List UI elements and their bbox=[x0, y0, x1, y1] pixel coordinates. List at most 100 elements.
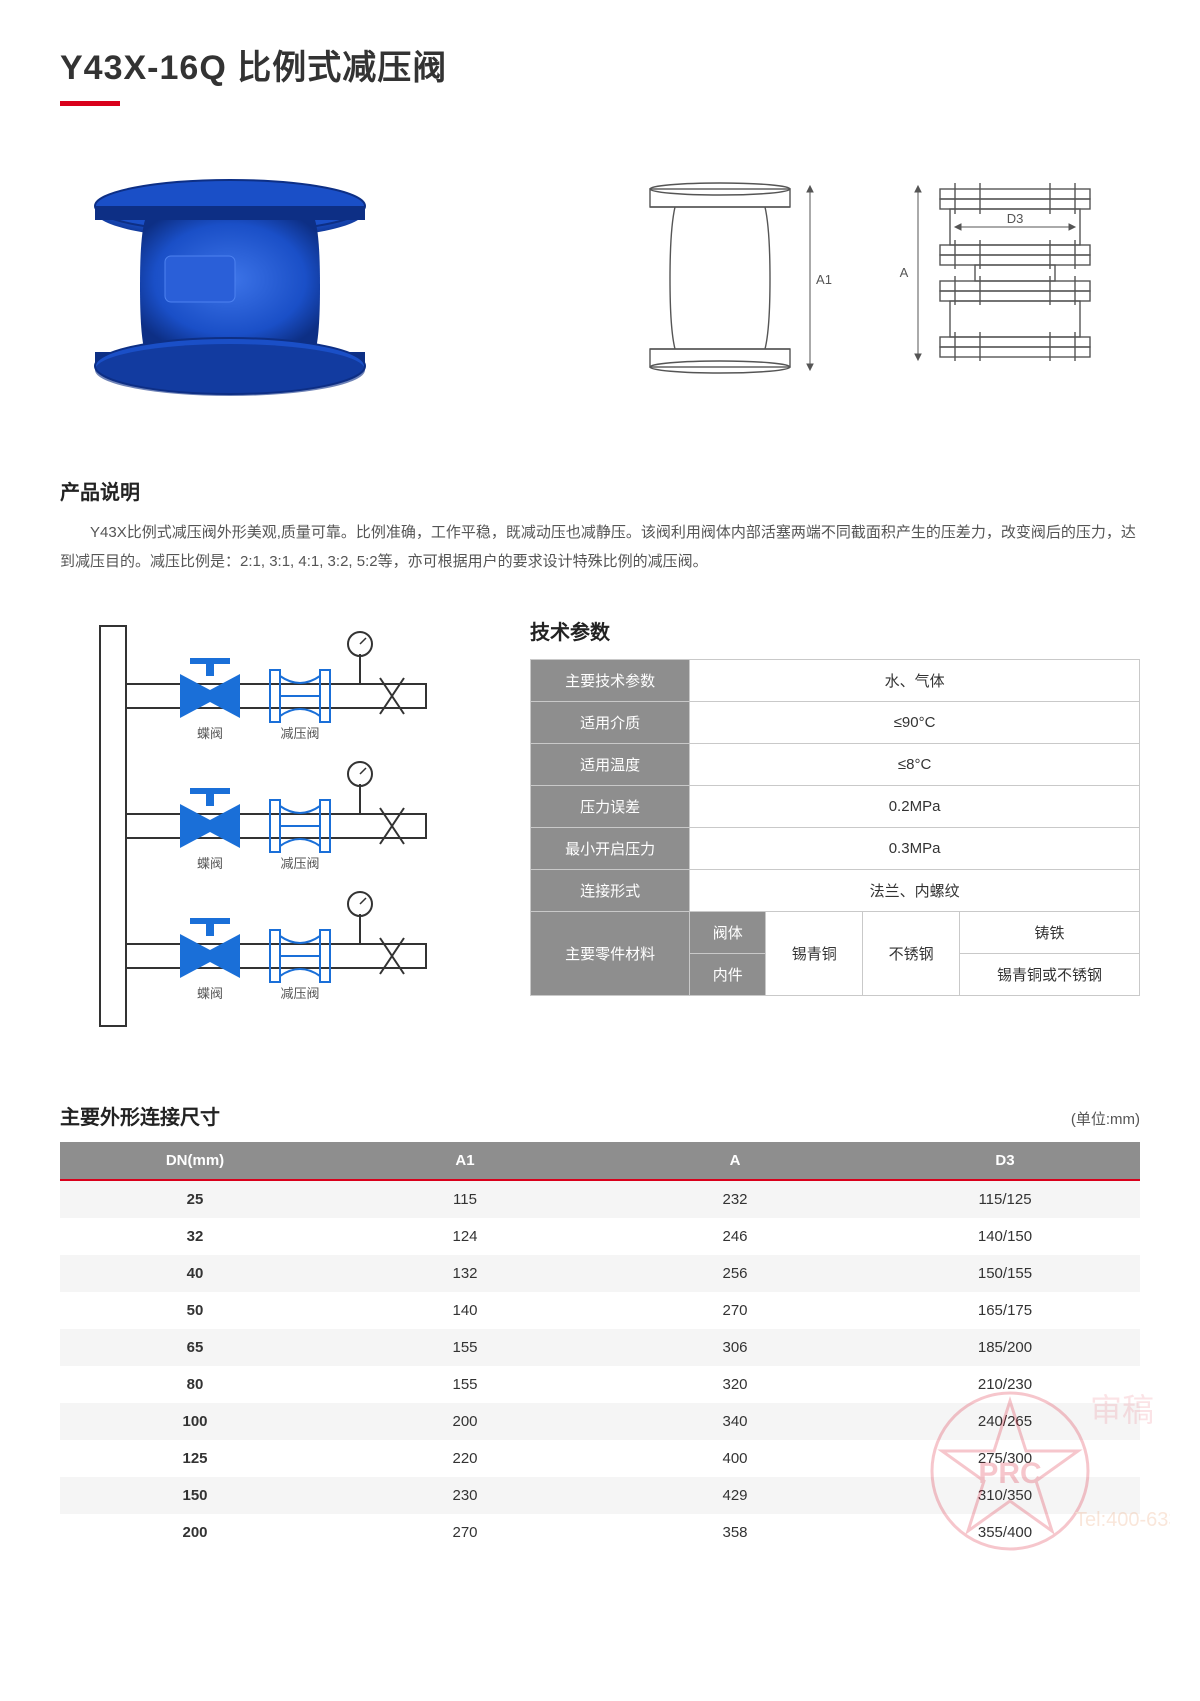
table-row: 100200340240/265 bbox=[60, 1403, 1140, 1440]
dim-cell: 155 bbox=[330, 1366, 600, 1403]
install-diagram: 蝶阀减压阀蝶阀减压阀蝶阀减压阀 bbox=[60, 616, 480, 1041]
dim-cell: 115/125 bbox=[870, 1180, 1140, 1218]
dim-cell: 256 bbox=[600, 1255, 870, 1292]
dim-cell: 246 bbox=[600, 1218, 870, 1255]
table-row: 65155306185/200 bbox=[60, 1329, 1140, 1366]
tech-row-value: ≤90°C bbox=[690, 702, 1140, 744]
svg-text:蝶阀: 蝶阀 bbox=[197, 726, 223, 741]
label-a: A bbox=[900, 265, 909, 280]
dim-cell: 340 bbox=[600, 1403, 870, 1440]
dim-cell: 310/350 bbox=[870, 1477, 1140, 1514]
svg-text:蝶阀: 蝶阀 bbox=[197, 986, 223, 1001]
dim-table: DN(mm)A1AD3 25115232115/12532124246140/1… bbox=[60, 1142, 1140, 1551]
dim-cell: 50 bbox=[60, 1292, 330, 1329]
svg-text:减压阀: 减压阀 bbox=[280, 726, 319, 741]
tech-body-val: 锡青铜 bbox=[766, 912, 863, 996]
label-a1: A1 bbox=[816, 272, 832, 287]
unit-label: (单位:mm) bbox=[1071, 1108, 1140, 1129]
dim-cell: 150/155 bbox=[870, 1255, 1140, 1292]
dim-cell: 240/265 bbox=[870, 1403, 1140, 1440]
section-description: 产品说明 Y43X比例式减压阀外形美观,质量可靠。比例准确，工作平稳，既减动压也… bbox=[60, 476, 1140, 576]
tech-body-val: 铸铁 bbox=[960, 912, 1140, 954]
dim-title: 主要外形连接尺寸 bbox=[60, 1101, 220, 1130]
dim-cell: 185/200 bbox=[870, 1329, 1140, 1366]
dim-cell: 200 bbox=[60, 1514, 330, 1551]
title-block: Y43X-16Q 比例式减压阀 bbox=[60, 40, 1140, 106]
tech-inner-val: 锡青铜或不锈钢 bbox=[960, 954, 1140, 996]
mid-row: 蝶阀减压阀蝶阀减压阀蝶阀减压阀 技术参数 主要技术参数水、气体适用介质≤90°C… bbox=[60, 616, 1140, 1041]
table-row: 200270358355/400 bbox=[60, 1514, 1140, 1551]
tech-row-label: 适用介质 bbox=[531, 702, 690, 744]
tech-row-value: 0.3MPa bbox=[690, 828, 1140, 870]
hero-diagrams: A1 bbox=[440, 169, 1140, 404]
page-title: Y43X-16Q 比例式减压阀 bbox=[60, 40, 1140, 89]
label-d3: D3 bbox=[1007, 211, 1024, 226]
dim-cell: 270 bbox=[330, 1514, 600, 1551]
tech-body-label: 阀体 bbox=[690, 912, 766, 954]
dim-col-header: D3 bbox=[870, 1142, 1140, 1180]
tech-row-value: 水、气体 bbox=[690, 660, 1140, 702]
svg-text:减压阀: 减压阀 bbox=[280, 856, 319, 871]
hero-row: A1 bbox=[60, 156, 1140, 416]
dim-cell: 124 bbox=[330, 1218, 600, 1255]
dim-cell: 429 bbox=[600, 1477, 870, 1514]
dim-cell: 132 bbox=[330, 1255, 600, 1292]
tech-row-value: 0.2MPa bbox=[690, 786, 1140, 828]
dim-cell: 140 bbox=[330, 1292, 600, 1329]
dim-cell: 140/150 bbox=[870, 1218, 1140, 1255]
dim-cell: 32 bbox=[60, 1218, 330, 1255]
dim-cell: 230 bbox=[330, 1477, 600, 1514]
dim-cell: 115 bbox=[330, 1180, 600, 1218]
table-row: 150230429310/350 bbox=[60, 1477, 1140, 1514]
dim-cell: 210/230 bbox=[870, 1366, 1140, 1403]
diagram-top: A D3 bbox=[880, 169, 1140, 404]
dim-col-header: DN(mm) bbox=[60, 1142, 330, 1180]
dim-cell: 200 bbox=[330, 1403, 600, 1440]
dim-col-header: A bbox=[600, 1142, 870, 1180]
tech-row-label: 主要技术参数 bbox=[531, 660, 690, 702]
dimensions-section: 主要外形连接尺寸 (单位:mm) DN(mm)A1AD3 25115232115… bbox=[60, 1101, 1140, 1551]
dim-cell: 306 bbox=[600, 1329, 870, 1366]
table-row: 80155320210/230 bbox=[60, 1366, 1140, 1403]
dim-cell: 220 bbox=[330, 1440, 600, 1477]
tech-row-value: ≤8°C bbox=[690, 744, 1140, 786]
dim-cell: 80 bbox=[60, 1366, 330, 1403]
table-row: 32124246140/150 bbox=[60, 1218, 1140, 1255]
tech-row-label: 适用温度 bbox=[531, 744, 690, 786]
table-row: 50140270165/175 bbox=[60, 1292, 1140, 1329]
title-underline bbox=[60, 101, 120, 106]
svg-text:减压阀: 减压阀 bbox=[280, 986, 319, 1001]
tech-row-label: 连接形式 bbox=[531, 870, 690, 912]
desc-title: 产品说明 bbox=[60, 476, 1140, 505]
dim-col-header: A1 bbox=[330, 1142, 600, 1180]
dim-cell: 400 bbox=[600, 1440, 870, 1477]
dim-cell: 125 bbox=[60, 1440, 330, 1477]
dim-cell: 270 bbox=[600, 1292, 870, 1329]
svg-text:蝶阀: 蝶阀 bbox=[197, 856, 223, 871]
tech-inner-label: 内件 bbox=[690, 954, 766, 996]
dim-cell: 65 bbox=[60, 1329, 330, 1366]
dim-cell: 40 bbox=[60, 1255, 330, 1292]
table-row: 40132256150/155 bbox=[60, 1255, 1140, 1292]
dim-cell: 25 bbox=[60, 1180, 330, 1218]
dim-cell: 165/175 bbox=[870, 1292, 1140, 1329]
tech-column: 技术参数 主要技术参数水、气体适用介质≤90°C适用温度≤8°C压力误差0.2M… bbox=[530, 616, 1140, 996]
tech-row-label: 最小开启压力 bbox=[531, 828, 690, 870]
dim-cell: 150 bbox=[60, 1477, 330, 1514]
dim-cell: 275/300 bbox=[870, 1440, 1140, 1477]
product-photo bbox=[60, 156, 400, 416]
diagram-side: A1 bbox=[620, 169, 840, 404]
dim-cell: 355/400 bbox=[870, 1514, 1140, 1551]
tech-row-value: 法兰、内螺纹 bbox=[690, 870, 1140, 912]
tech-row-label: 压力误差 bbox=[531, 786, 690, 828]
desc-body: Y43X比例式减压阀外形美观,质量可靠。比例准确，工作平稳，既减动压也减静压。该… bbox=[60, 519, 1140, 576]
table-row: 125220400275/300 bbox=[60, 1440, 1140, 1477]
tech-table: 主要技术参数水、气体适用介质≤90°C适用温度≤8°C压力误差0.2MPa最小开… bbox=[530, 659, 1140, 996]
tech-title: 技术参数 bbox=[530, 616, 1140, 645]
dim-cell: 320 bbox=[600, 1366, 870, 1403]
tech-materials-label: 主要零件材料 bbox=[531, 912, 690, 996]
dim-cell: 100 bbox=[60, 1403, 330, 1440]
dim-cell: 358 bbox=[600, 1514, 870, 1551]
tech-body-val: 不锈钢 bbox=[863, 912, 960, 996]
dim-cell: 155 bbox=[330, 1329, 600, 1366]
